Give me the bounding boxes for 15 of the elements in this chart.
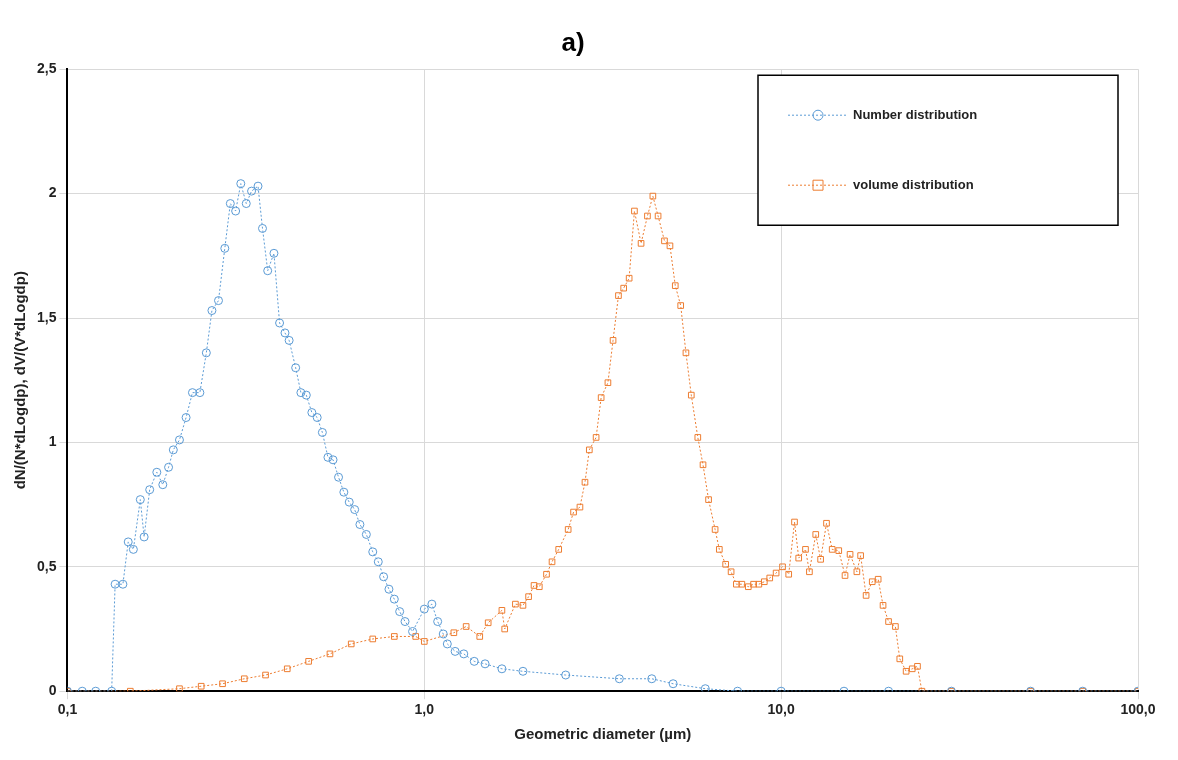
y-tick-label: 1 (48, 433, 57, 450)
x-tick-label: 10,0 (767, 701, 795, 718)
x-tick-label: 1,0 (414, 701, 435, 718)
legend-label: volume distribution (853, 176, 974, 192)
y-tick-label: 2,5 (36, 60, 57, 77)
legend-label: Number distribution (853, 106, 978, 122)
y-tick-label: 2 (48, 184, 57, 201)
x-tick-label: 0,1 (57, 701, 78, 718)
x-tick-label: 100,0 (1120, 701, 1156, 718)
y-axis-title: dN/(N*dLogdp), dV/(V*dLogdp) (11, 271, 29, 490)
y-tick-label: 0 (48, 682, 57, 699)
chart-title: a) (561, 26, 585, 57)
y-tick-label: 1,5 (36, 308, 57, 325)
x-axis-title: Geometric diameter (µm) (514, 725, 692, 743)
y-tick-label: 0,5 (36, 557, 57, 574)
